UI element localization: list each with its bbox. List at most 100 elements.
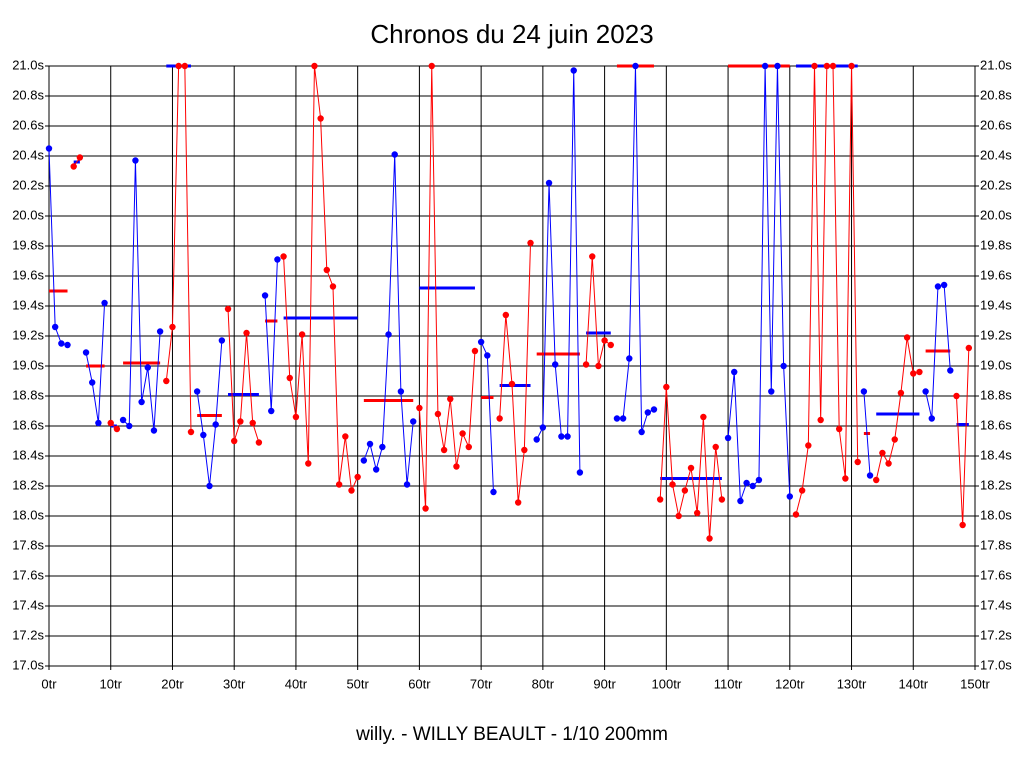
lap-point [212, 421, 219, 428]
chart-subtitle: willy. - WILLY BEAULT - 1/10 200mm [355, 724, 668, 745]
y2-tick-label: 18.4s [980, 447, 1012, 462]
lap-point [138, 398, 145, 406]
y-tick-label: 19.4s [12, 297, 44, 312]
lap-point [51, 323, 59, 331]
y2-tick-label: 20.2s [980, 177, 1012, 192]
lap-point [761, 62, 769, 70]
y-tick-label: 21.0s [12, 57, 44, 72]
y-tick-label: 19.6s [12, 267, 44, 282]
lap-point [910, 370, 917, 377]
y-tick-label: 17.6s [12, 567, 44, 582]
lap-point [558, 433, 565, 440]
lap-point [564, 433, 571, 440]
y-tick-label: 17.8s [12, 537, 44, 552]
lap-point [342, 433, 349, 440]
lap-point [64, 341, 71, 349]
lap-point [465, 443, 472, 451]
lap-point [650, 406, 658, 413]
lap-point [490, 488, 497, 496]
lap-point [496, 415, 503, 422]
x-tick-label: 150tr [960, 676, 990, 691]
lap-point [786, 493, 793, 500]
lap-point [391, 151, 398, 158]
x-tick-label: 120tr [775, 676, 805, 691]
y2-tick-label: 19.0s [980, 357, 1012, 372]
lap-point [416, 404, 423, 412]
lap-point [255, 439, 263, 446]
lap-point [798, 487, 806, 494]
lap-point [156, 328, 164, 335]
lap-point [607, 341, 614, 349]
lap-point [842, 475, 849, 482]
lap-point [274, 256, 281, 263]
lap-point [576, 469, 584, 476]
chart-title: Chronos du 24 juin 2023 [370, 19, 653, 49]
lap-point [193, 388, 201, 395]
lap-point [249, 419, 256, 427]
y2-tick-label: 19.8s [980, 237, 1012, 252]
lap-point [552, 361, 559, 368]
x-tick-label: 70tr [470, 676, 493, 691]
lap-point [58, 340, 65, 347]
lap-point [144, 364, 151, 371]
y-tick-label: 18.6s [12, 417, 44, 432]
lap-point [922, 388, 929, 395]
x-tick-label: 10tr [100, 676, 123, 691]
lap-point [527, 239, 534, 247]
lap-point [385, 331, 392, 338]
lap-point [379, 443, 386, 451]
lap-point [502, 311, 510, 319]
lap-point [113, 425, 121, 433]
lap-point [582, 361, 590, 368]
lap-point [428, 62, 435, 70]
lap-point [224, 305, 232, 313]
x-tick-label: 0tr [41, 676, 57, 691]
lap-point [132, 157, 139, 164]
lap-point [774, 62, 781, 70]
lap-point [471, 347, 479, 355]
lap-point [947, 367, 954, 374]
y2-tick-label: 17.8s [980, 537, 1012, 552]
y-tick-label: 18.0s [12, 507, 44, 522]
lap-point [619, 415, 627, 422]
lap-point [737, 497, 744, 505]
lap-point [119, 416, 127, 424]
x-tick-label: 140tr [898, 676, 928, 691]
lap-point [539, 424, 547, 431]
x-tick-label: 90tr [593, 676, 616, 691]
lap-point [879, 449, 886, 457]
y2-tick-label: 19.6s [980, 267, 1012, 282]
lap-point [823, 62, 831, 70]
lap-point [570, 67, 577, 74]
lap-point [712, 443, 719, 451]
lap-point [934, 283, 942, 290]
lap-point [317, 115, 324, 122]
lap-point [440, 446, 448, 454]
lap-point [601, 337, 608, 344]
lap-point [70, 163, 77, 170]
lap-point [681, 487, 689, 494]
lap-point [447, 395, 454, 403]
lap-point [372, 466, 380, 473]
y-tick-label: 20.6s [12, 117, 44, 132]
lap-point [718, 496, 726, 503]
y2-tick-label: 19.2s [980, 327, 1012, 342]
y2-tick-label: 20.0s [980, 207, 1012, 222]
lap-point [953, 392, 960, 400]
x-tick-label: 20tr [161, 676, 184, 691]
lap-point [959, 521, 966, 529]
lap-point [231, 437, 238, 445]
lap-point [965, 344, 973, 352]
lap-point [126, 422, 133, 430]
lap-point [187, 428, 195, 436]
lap-point [286, 374, 293, 382]
lap-point [298, 331, 306, 338]
lap-point [829, 62, 837, 70]
lap-point [206, 482, 213, 490]
lap-point [687, 464, 695, 472]
lap-point [589, 253, 596, 260]
y-tick-label: 19.0s [12, 357, 44, 372]
lap-point [101, 299, 108, 307]
lap-point [243, 329, 250, 337]
lap-point [150, 427, 158, 434]
